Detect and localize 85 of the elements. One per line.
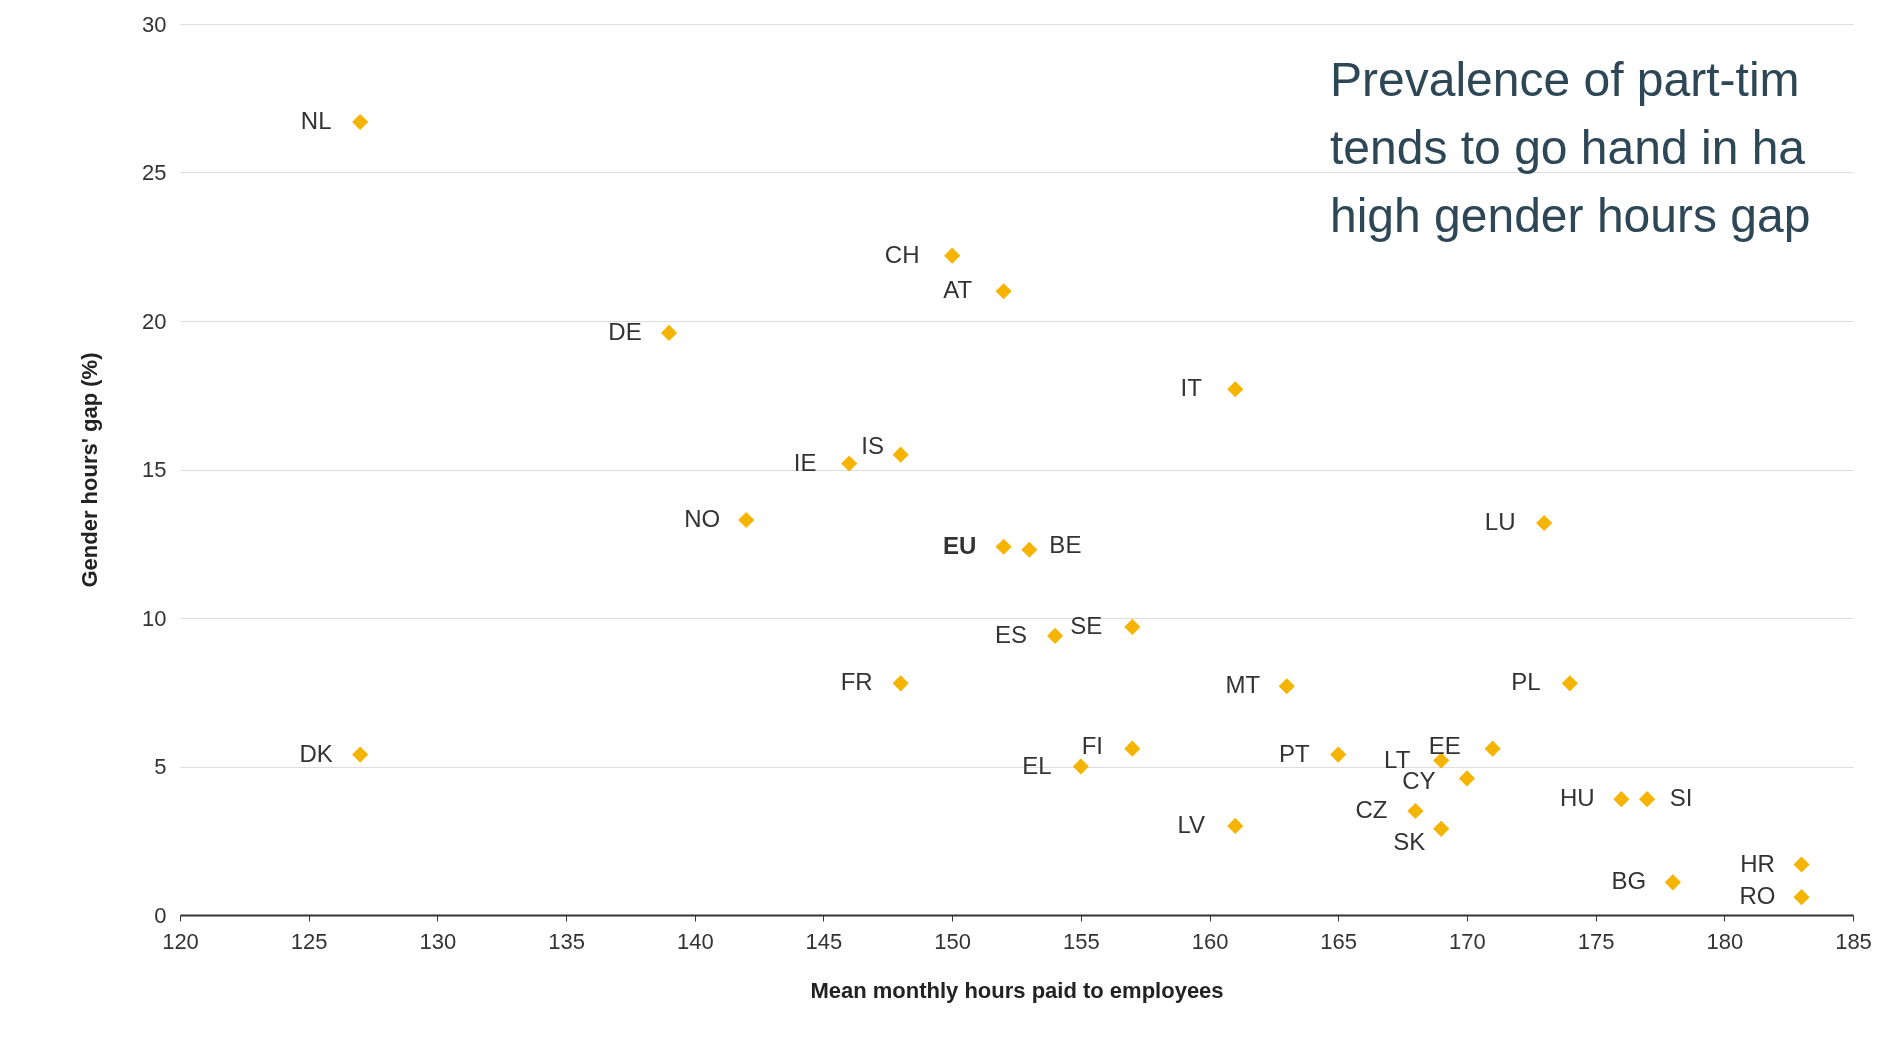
annotation: high gender hours gap	[1330, 189, 1811, 242]
point	[1227, 817, 1244, 834]
x-tick-label: 180	[1706, 928, 1744, 954]
data-label: RO	[1739, 882, 1776, 910]
data-label: BG	[1611, 867, 1647, 895]
point	[1124, 618, 1141, 635]
point	[995, 283, 1012, 300]
data-label: PT	[1278, 739, 1310, 767]
point	[352, 746, 369, 763]
x-tick-label: 155	[1062, 928, 1100, 954]
x-tick-label: 130	[419, 928, 457, 954]
data-label: MT	[1225, 671, 1261, 699]
data-label: HR	[1740, 849, 1775, 877]
x-tick-label: 150	[934, 928, 972, 954]
x-tick-label: 125	[290, 928, 328, 954]
y-tick-label: 10	[142, 605, 167, 631]
data-label: PL	[1511, 668, 1541, 696]
point	[995, 538, 1012, 555]
data-label: IT	[1180, 374, 1203, 402]
point	[1613, 791, 1630, 808]
point	[1278, 678, 1295, 695]
data-label: EL	[1022, 751, 1052, 779]
point	[1484, 740, 1501, 757]
y-tick-label: 15	[142, 457, 167, 482]
point	[1458, 770, 1475, 787]
data-label: CH	[884, 240, 920, 268]
data-label: LU	[1484, 507, 1516, 535]
point	[660, 324, 678, 341]
data-label: ES	[995, 620, 1028, 648]
data-label: HU	[1560, 784, 1595, 812]
data-label: IS	[861, 431, 885, 459]
point	[1227, 381, 1244, 398]
point	[1639, 791, 1656, 808]
x-tick-label: 135	[548, 928, 585, 954]
x-tick-label: 175	[1577, 928, 1615, 954]
data-label: SI	[1669, 784, 1693, 812]
annotation: Prevalence of part-tim	[1330, 53, 1800, 106]
data-label: IE	[793, 448, 817, 476]
point	[892, 446, 909, 463]
x-tick-label: 165	[1320, 928, 1358, 954]
data-label: CZ	[1355, 796, 1388, 824]
x-axis-title: Mean monthly hours paid to employees	[810, 977, 1224, 1003]
x-tick-label: 145	[805, 928, 843, 954]
data-label: LV	[1177, 810, 1206, 838]
data-label: NL	[300, 107, 332, 135]
point	[892, 675, 909, 692]
point	[1536, 514, 1553, 532]
data-label: AT	[943, 276, 973, 304]
point	[738, 511, 755, 529]
data-label: EU	[942, 531, 977, 559]
annotation: tends to go hand in ha	[1330, 121, 1806, 174]
point	[1433, 820, 1450, 837]
data-label: EE	[1428, 731, 1461, 759]
point	[1561, 675, 1578, 692]
point	[1793, 889, 1810, 906]
data-label: DK	[299, 739, 333, 767]
point	[1793, 856, 1810, 873]
point	[1330, 746, 1347, 763]
x-tick-label: 170	[1449, 928, 1486, 954]
data-label: SE	[1070, 611, 1103, 639]
point	[1124, 740, 1141, 757]
data-label: NO	[684, 504, 721, 532]
y-tick-label: 25	[142, 160, 167, 185]
point	[1047, 627, 1064, 644]
point	[352, 113, 369, 131]
data-label: BE	[1049, 530, 1082, 558]
y-tick-label: 0	[154, 902, 167, 928]
data-label: DE	[608, 317, 642, 345]
point	[1407, 802, 1424, 820]
point	[1072, 758, 1089, 775]
y-tick-label: 30	[142, 11, 167, 37]
x-tick-label: 140	[676, 928, 714, 954]
data-label: FI	[1081, 731, 1103, 759]
x-tick-label: 185	[1835, 928, 1872, 954]
y-tick-label: 5	[154, 754, 167, 779]
point	[1021, 541, 1038, 558]
y-tick-label: 20	[142, 308, 167, 334]
x-tick-label: 160	[1191, 928, 1229, 954]
point	[944, 247, 961, 264]
data-label: SK	[1393, 827, 1426, 855]
y-axis-title: Gender hours' gap (%)	[77, 352, 103, 588]
data-label: FR	[840, 668, 873, 696]
point	[1664, 874, 1681, 891]
x-tick-label: 120	[162, 928, 199, 954]
point	[841, 455, 858, 472]
